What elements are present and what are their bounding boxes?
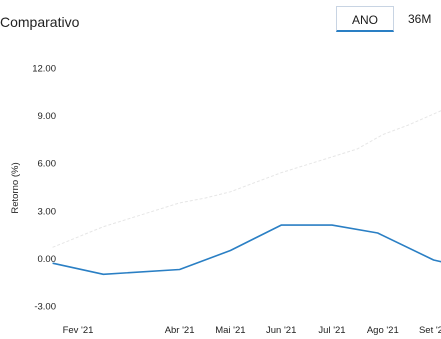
toggle-ano-button[interactable]: ANO [336,6,394,32]
x-tick-label: Mai '21 [215,325,245,336]
x-tick-label: Ago '21 [367,325,399,336]
x-tick-label: Abr '21 [165,325,195,336]
x-tick-label: Jul '21 [318,325,345,336]
y-tick-label: 0.00 [38,254,57,265]
y-axis-label: Retorno (%) [10,162,21,213]
series-lines [52,110,441,276]
benchmark-series-line [52,110,441,248]
y-tick-label: 12.00 [32,64,56,75]
y-tick-label: -3.00 [34,302,56,313]
y-tick-label: 3.00 [38,206,57,217]
x-tick-label: Set '21 [419,325,441,336]
y-tick-label: 6.00 [38,159,57,170]
y-tick-label: 9.00 [38,111,57,122]
toggle-36m-button[interactable]: 36M [408,12,432,26]
fund-series-line [52,224,441,276]
chart-title: Comparativo [0,14,80,30]
x-tick-label: Fev '21 [63,325,94,336]
y-tick-labels: 12.00 9.00 6.00 3.00 0.00 -3.00 [32,64,56,313]
x-tick-label: Jun '21 [266,325,296,336]
x-tick-labels: Fev '21 Abr '21 Mai '21 Jun '21 Jul '21 Ago '… [63,325,441,336]
